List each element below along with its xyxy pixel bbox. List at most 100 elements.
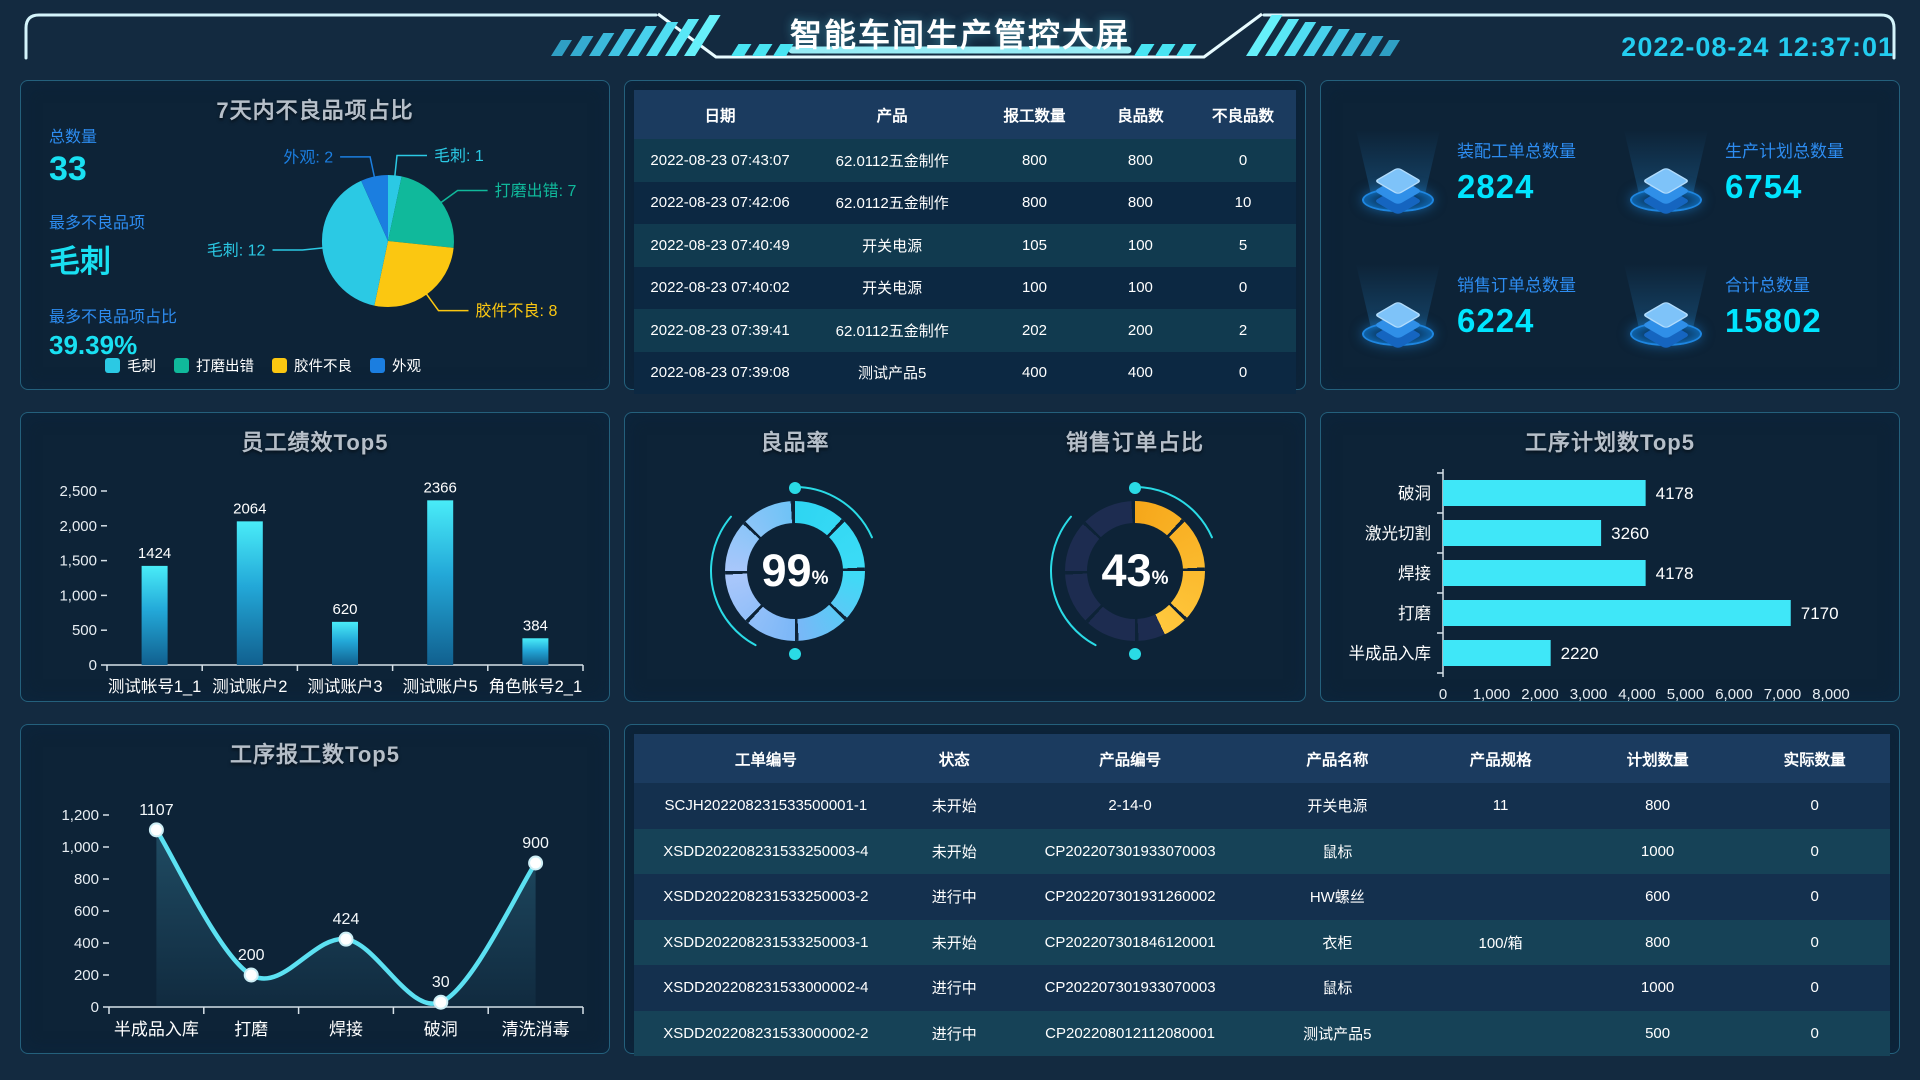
stat-card-sales-orders: 销售订单总数量 6224 <box>1355 251 1607 359</box>
table-cell: XSDD202208231533250003-1 <box>663 933 869 951</box>
x-category-label: 测试账户2 <box>212 677 287 696</box>
bar <box>332 621 358 665</box>
work-order-table: 工单编号 状态 产品编号 产品名称 产品规格 计划数量 实际数量 SCJH2022082315… <box>634 734 1890 1056</box>
data-point <box>243 967 259 983</box>
x-tick-label: 6,000 <box>1715 686 1753 703</box>
table-row: XSDD202208231533000002-4 进行中 CP20220730193… <box>634 965 1890 1011</box>
table-cell: 800 <box>1645 933 1671 951</box>
stat-card-label: 销售订单总数量 <box>1457 275 1576 295</box>
bar-value-label: 620 <box>332 601 357 618</box>
table-cell: 2-14-0 <box>1108 797 1152 815</box>
table-cell: HW螺丝 <box>1309 889 1365 907</box>
x-category-label: 测试账户3 <box>307 677 382 696</box>
x-category-label: 角色帐号2_1 <box>489 677 583 696</box>
table-row: 2022-08-23 07:42:06 62.0112五金制作 800 800 10 <box>634 181 1296 224</box>
gauge-good-rate-title: 良品率 <box>760 430 830 455</box>
pie-slice-label: 胶件不良: 8 <box>476 302 558 320</box>
stat-cards: 装配工单总数量 2824 生产计划总数量 6754 销售订单总数量 6224 合… <box>1321 81 1899 389</box>
bar <box>522 638 549 665</box>
x-tick-label: 5,000 <box>1667 686 1705 703</box>
bar-value-label: 1424 <box>138 545 171 562</box>
y-tick-label: 0 <box>89 657 97 674</box>
layers-icon <box>1355 126 1441 216</box>
stat-card-value: 6754 <box>1725 167 1803 205</box>
stat-card-production-plans: 生产计划总数量 6754 <box>1623 117 1875 225</box>
table-cell: XSDD202208231533250003-4 <box>663 842 869 860</box>
pie-leader-line <box>439 189 488 205</box>
x-category-label: 焊接 <box>329 1020 363 1039</box>
pie-slice <box>388 176 454 248</box>
y-tick-label: 200 <box>74 967 99 984</box>
panel-title-process-plan: 工序计划数Top5 <box>1525 430 1695 455</box>
dashboard-grid: 7天内不良品项占比 毛刺: 1 打磨出错: 7 胶件不良: 8 毛刺: 12 外观: 2… <box>20 80 1900 1056</box>
column-header: 状态 <box>897 734 1011 783</box>
y-tick-label: 400 <box>74 935 99 952</box>
y-tick-label: 1,200 <box>61 807 99 824</box>
bar <box>1443 600 1791 626</box>
stat-total-value: 33 <box>49 150 87 188</box>
pie-slice <box>321 180 388 306</box>
stat-top-defect-value: 毛刺 <box>49 244 111 279</box>
layers-icon <box>1623 126 1709 216</box>
table-cell: 400 <box>1127 364 1153 382</box>
table-cell: XSDD202208231533000002-4 <box>663 979 869 997</box>
table-cell: 800 <box>1127 194 1153 212</box>
bar-value-label: 7170 <box>1801 604 1839 623</box>
x-category-label: 测试账户5 <box>403 677 478 696</box>
y-category-label: 打磨 <box>1398 604 1431 623</box>
table-cell: 10 <box>1234 194 1252 212</box>
employee-bar-chart: 0 500 1,000 1,500 2,000 2,500 1424 测试帐号1_1 2064 测… <box>35 457 595 712</box>
table-cell: 200 <box>1127 321 1153 339</box>
data-point <box>338 931 354 947</box>
legend-swatch <box>370 358 385 373</box>
legend-label: 外观 <box>392 359 421 375</box>
panel-title-defect: 7天内不良品项占比 <box>216 98 414 123</box>
x-tick-label: 4,000 <box>1618 686 1656 703</box>
table-cell: 600 <box>1645 888 1671 906</box>
table-cell: 100 <box>1021 279 1047 297</box>
table-cell: 开关电源 <box>862 237 923 255</box>
legend-label: 打磨出错 <box>196 359 254 375</box>
bar <box>1443 480 1646 506</box>
table-cell <box>1425 829 1576 875</box>
bar-value-label: 3260 <box>1611 524 1649 543</box>
table-cell: 2 <box>1238 321 1248 339</box>
gauge-sales-ratio-chart: 43% <box>1045 481 1225 661</box>
header: 智能车间生产管控大屏 2022-08-24 12:37:01 <box>0 0 1920 66</box>
pie-slice-label: 毛刺: 1 <box>434 147 484 165</box>
table-cell: 800 <box>1021 151 1047 169</box>
stat-top-defect-ratio-label: 最多不良品项占比 <box>49 309 178 326</box>
table-row: XSDD202208231533250003-2 进行中 CP20220730193… <box>634 874 1890 920</box>
panel-employee-performance: 员工绩效Top5 0 500 1,000 1,500 2,000 2,500 1424 测试帐… <box>20 412 610 702</box>
table-cell: 2022-08-23 07:39:08 <box>650 364 790 382</box>
gauge-value: 43% <box>1101 545 1169 596</box>
legend-swatch <box>272 358 287 373</box>
table-cell: 0 <box>1810 979 1819 997</box>
table-cell: 1000 <box>1640 979 1675 997</box>
stat-card-label: 合计总数量 <box>1725 275 1810 295</box>
y-category-label: 焊接 <box>1398 564 1431 583</box>
table-row: 2022-08-23 07:39:08 测试产品5 400 400 0 <box>634 351 1296 394</box>
table-cell: 2022-08-23 07:39:41 <box>650 321 790 339</box>
y-category-label: 破洞 <box>1398 484 1431 503</box>
bar-value-label: 384 <box>523 617 548 634</box>
table-cell: 800 <box>1127 151 1153 169</box>
gauge-good-rate-chart: 99% <box>705 481 885 661</box>
table-cell: 105 <box>1021 236 1047 254</box>
y-tick-label: 2,500 <box>59 483 97 500</box>
process-plan-svg: 破洞 4178 激光切割 3260 焊接 4178 打磨 7170 半成品入库 2220 0 1,00… <box>1349 469 1850 703</box>
pie-slice-label: 毛刺: 12 <box>207 241 266 259</box>
bar-value-label: 4178 <box>1656 484 1694 503</box>
point-value-label: 900 <box>522 835 549 852</box>
stat-card-value: 6224 <box>1457 301 1535 339</box>
bar <box>427 500 454 665</box>
pie-slice-label: 外观: 2 <box>283 148 333 166</box>
column-header: 产品编号 <box>1010 734 1250 783</box>
legend-item: 打磨出错 <box>174 355 254 376</box>
pie-legend: 毛刺 打磨出错 胶件不良 外观 <box>105 355 421 376</box>
panel-stat-cards: 装配工单总数量 2824 生产计划总数量 6754 销售订单总数量 6224 合… <box>1320 80 1900 390</box>
table-cell: CP202207301931260002 <box>1044 888 1216 906</box>
table-cell <box>1425 965 1576 1011</box>
pie-slice <box>374 241 454 308</box>
data-point <box>148 822 164 838</box>
